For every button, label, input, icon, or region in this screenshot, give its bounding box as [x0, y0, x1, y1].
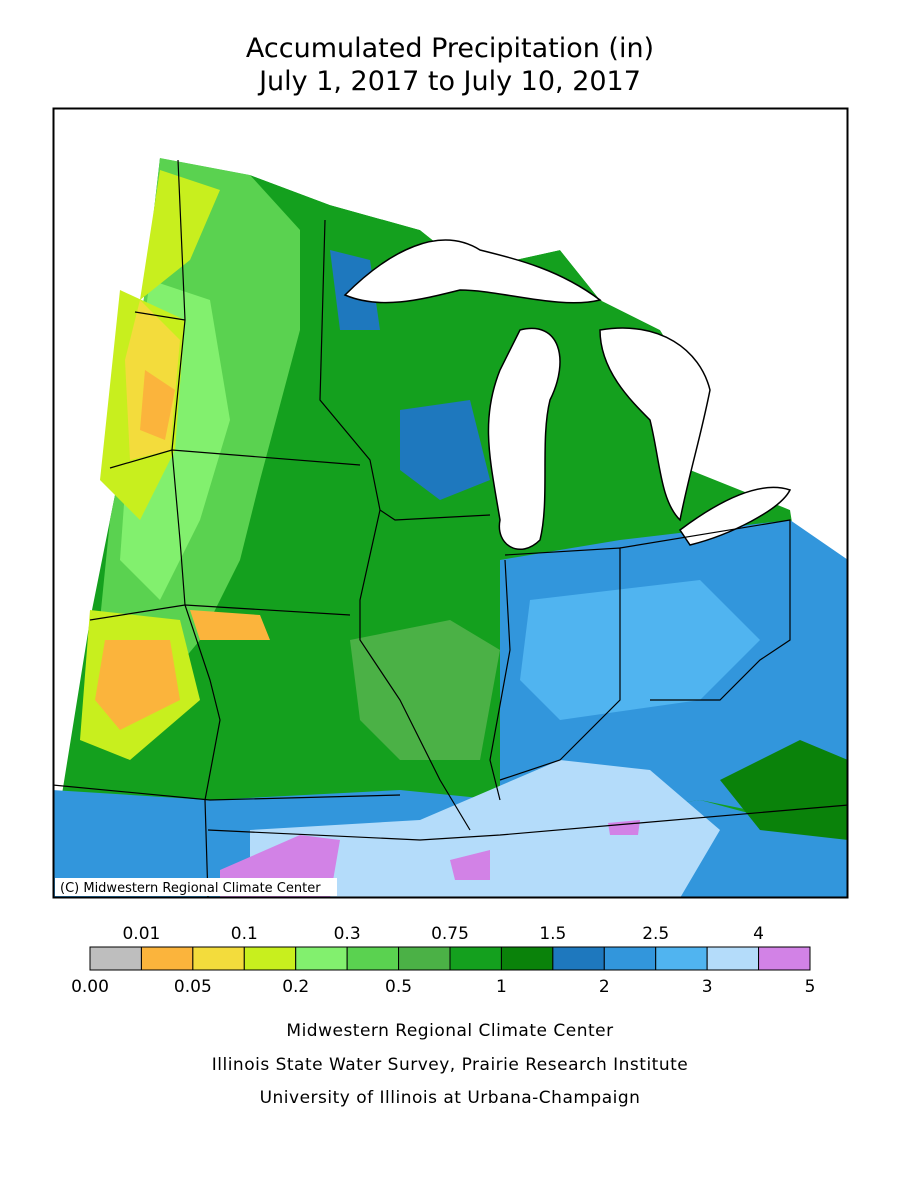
legend-label: 0.75: [431, 924, 469, 944]
legend-label: 5: [805, 977, 816, 997]
map: (C) Midwestern Regional Climate Center: [52, 107, 849, 899]
legend-label: 0.1: [231, 924, 258, 944]
precip-region: [350, 620, 500, 760]
lake: [678, 486, 792, 546]
copyright-box: [55, 878, 337, 896]
precip-region: [720, 740, 847, 840]
legend-swatch: [603, 946, 657, 971]
legend-label: 2.5: [642, 924, 669, 944]
legend-swatch: [346, 946, 400, 971]
precip-region: [250, 760, 720, 897]
legend-swatch: [655, 946, 708, 971]
legend-swatch: [552, 946, 605, 971]
lake: [487, 327, 561, 550]
legend-label: 0.00: [71, 977, 109, 997]
legend-label: 2: [599, 977, 610, 997]
legend-swatch: [140, 946, 194, 971]
precip-region: [140, 370, 175, 440]
title: Accumulated Precipitation (in): [246, 33, 654, 64]
precip-region: [95, 640, 180, 730]
lake: [599, 327, 711, 522]
footer-line: University of Illinois at Urbana-Champai…: [260, 1088, 641, 1108]
legend-label: 1: [496, 977, 507, 997]
legend-swatch: [706, 946, 760, 971]
copyright: (C) Midwestern Regional Climate Center: [60, 881, 321, 896]
footer-line: Midwestern Regional Climate Center: [286, 1021, 613, 1041]
subtitle: July 1, 2017 to July 10, 2017: [257, 66, 641, 97]
legend-label: 0.2: [282, 977, 309, 997]
legend-label: 1.5: [539, 924, 566, 944]
precip-region: [520, 580, 760, 720]
legend-label: 0.5: [385, 977, 412, 997]
legend-label: 0.3: [334, 924, 361, 944]
legend-swatch: [295, 946, 348, 971]
footer-line: Illinois State Water Survey, Prairie Res…: [212, 1055, 688, 1075]
precip-region: [450, 850, 490, 880]
legend-swatch: [192, 946, 245, 971]
precip-region: [400, 400, 490, 500]
canada: [54, 109, 847, 510]
legend: 0.00 0.01 0.05 0.1 0.2 0.3 0.5 0.75 1 1.5 2 2.5 3 4 5: [71, 924, 815, 997]
map-frame: [52, 107, 849, 899]
borders: [54, 159, 847, 897]
legend-label: 3: [702, 977, 713, 997]
legend-label: 4: [753, 924, 764, 944]
legend-swatch: [449, 946, 502, 971]
legend-swatch: [758, 946, 811, 971]
legend-swatch: [243, 946, 297, 971]
legend-swatch: [398, 946, 451, 971]
legend-swatch: [89, 946, 142, 971]
lake: [343, 239, 602, 304]
precip-region: [140, 170, 220, 300]
legend-label: 0.01: [122, 924, 160, 944]
legend-swatch: [500, 946, 554, 971]
precip-region: [190, 610, 270, 640]
legend-label: 0.05: [174, 977, 212, 997]
